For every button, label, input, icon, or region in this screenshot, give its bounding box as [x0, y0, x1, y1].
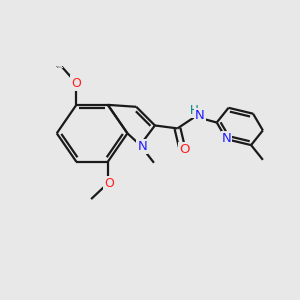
Text: O: O — [71, 76, 81, 89]
Text: N: N — [195, 109, 205, 122]
Text: methoxy: methoxy — [57, 67, 63, 68]
Text: methoxy: methoxy — [56, 66, 62, 67]
Text: O: O — [179, 143, 190, 157]
Text: N: N — [222, 132, 231, 145]
Text: N: N — [137, 140, 147, 153]
Text: O: O — [71, 77, 81, 90]
Text: H: H — [190, 104, 199, 117]
Text: O: O — [104, 177, 114, 190]
